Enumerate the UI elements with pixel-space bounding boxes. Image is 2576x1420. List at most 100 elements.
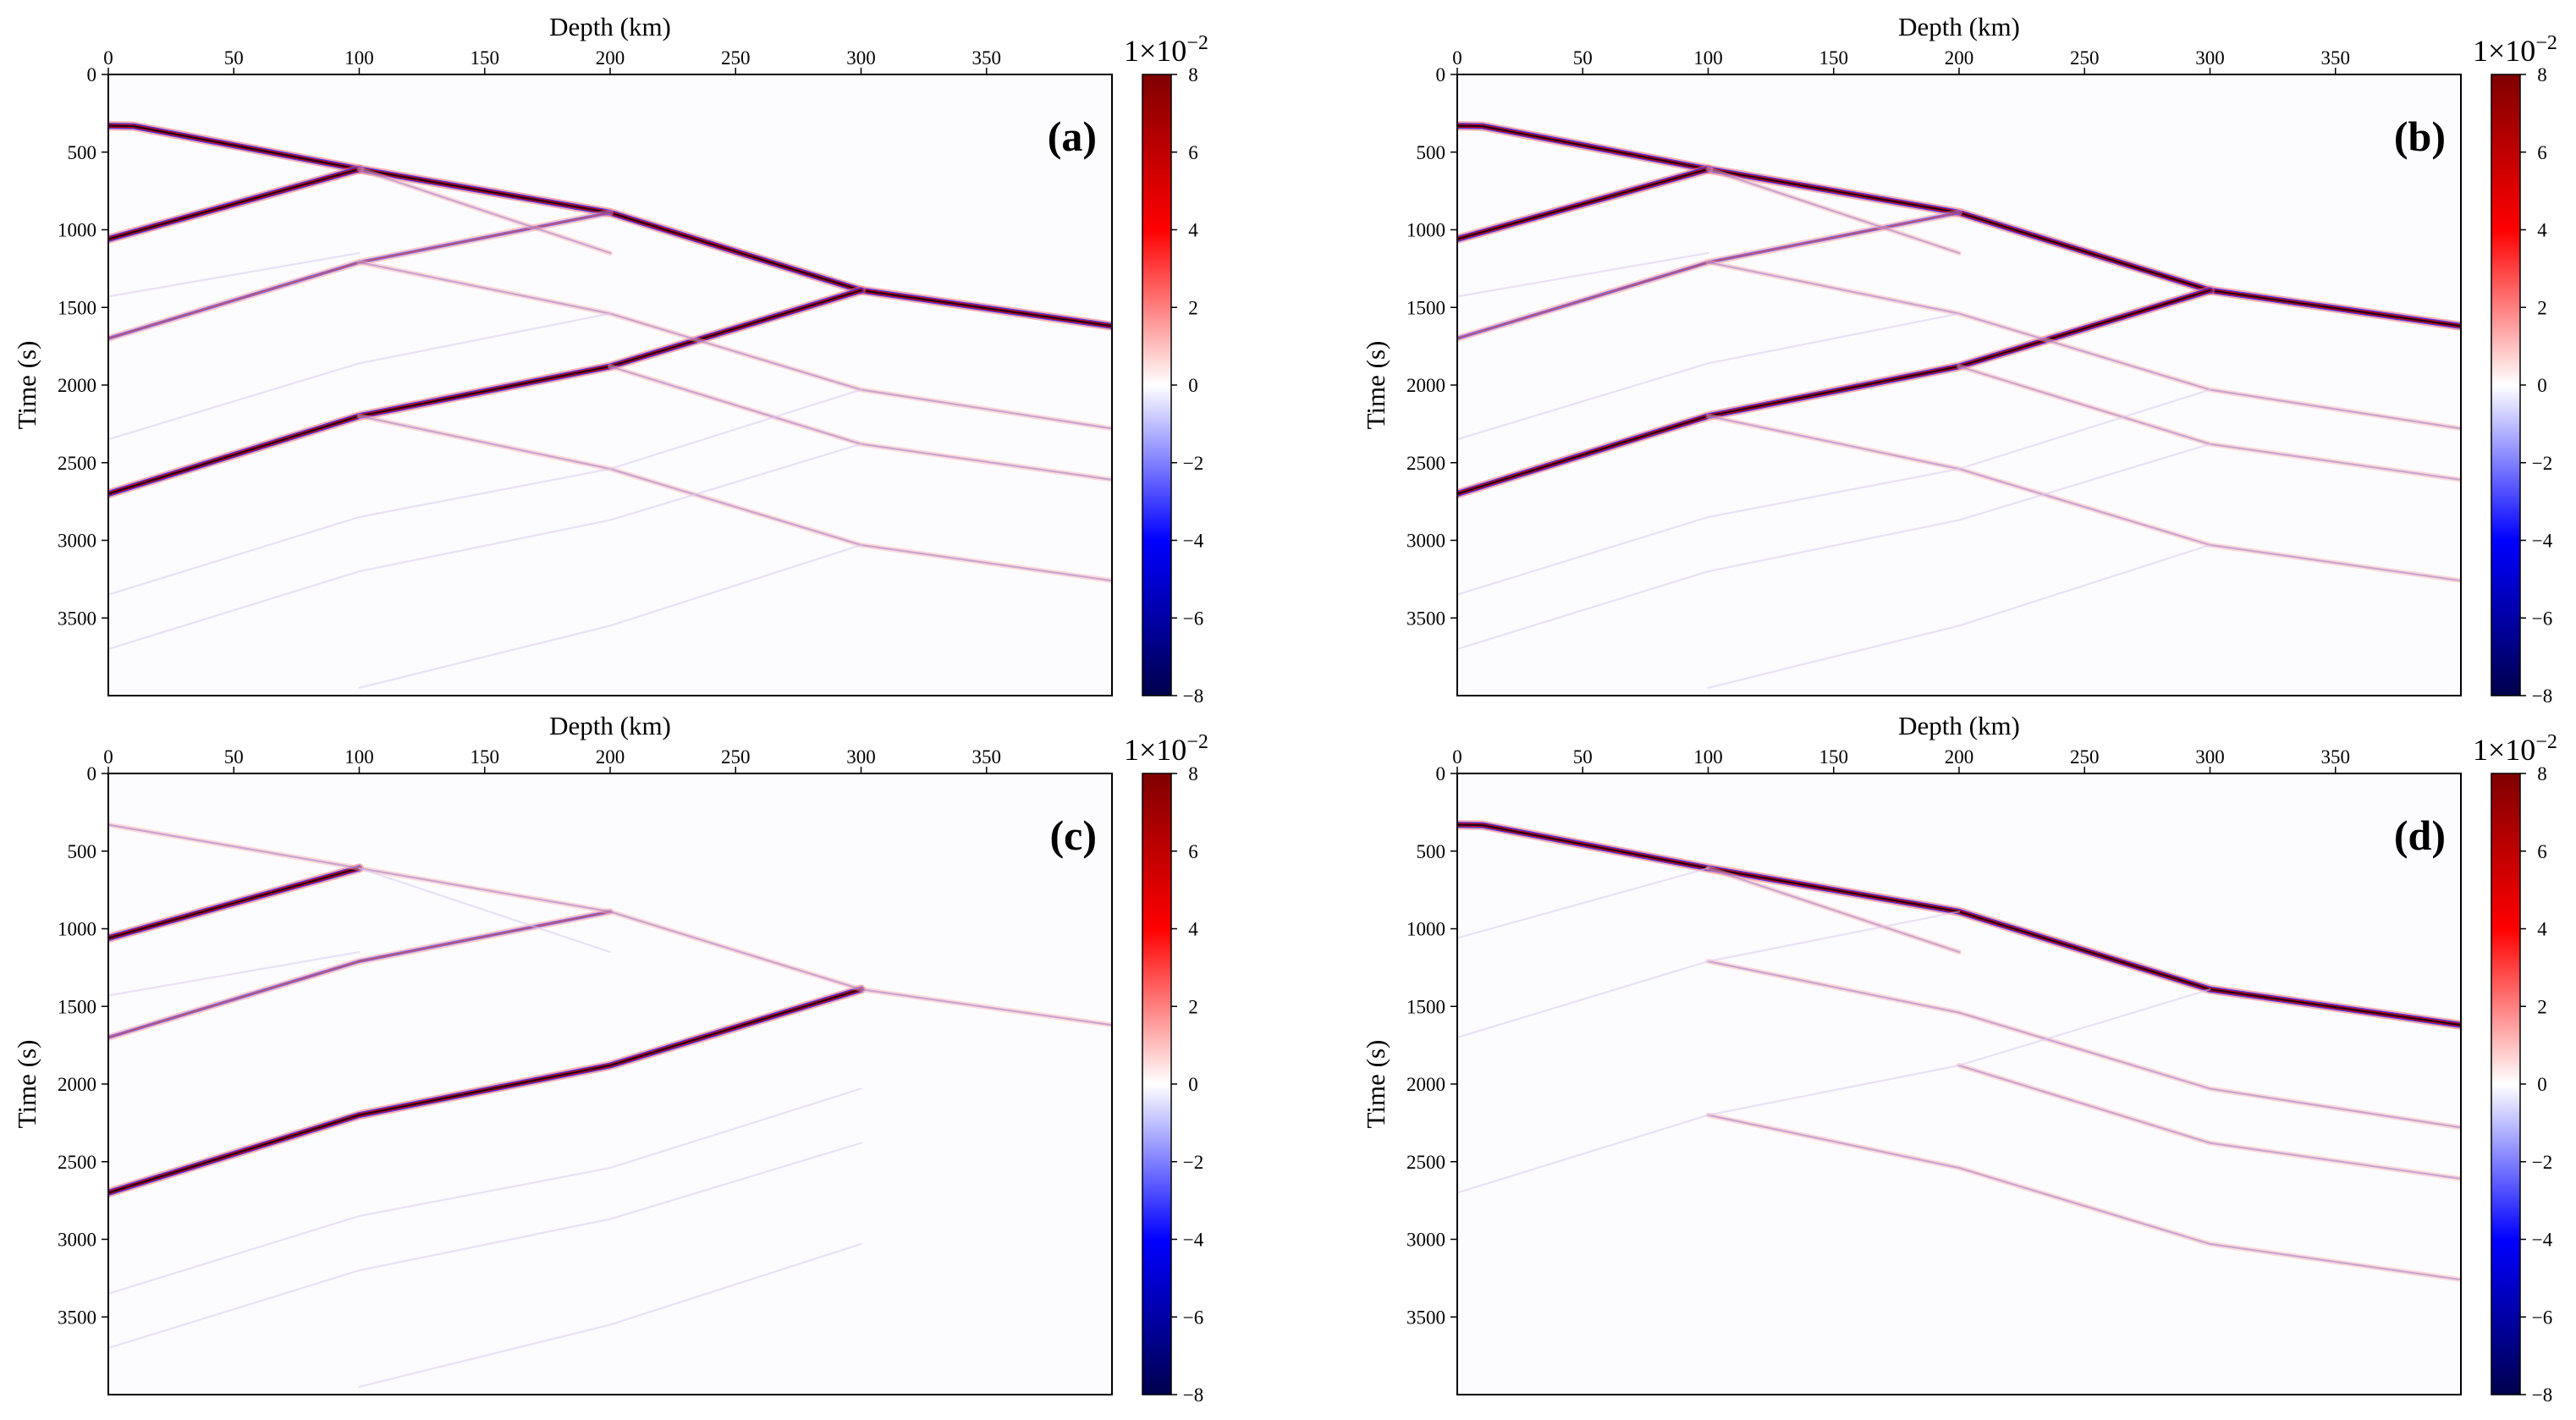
x-tick-label: 150 xyxy=(471,746,500,768)
event-7-layer-0 xyxy=(358,1242,862,1388)
y-tick-label: 1500 xyxy=(1406,297,1445,318)
panels-layer: 0 50 100 150 200 250 300 3500500100015002000250… xyxy=(12,12,2557,1406)
colorbar-tick-label: 6 xyxy=(2537,142,2547,163)
y-tick-label: 3000 xyxy=(1406,531,1445,552)
x-tick-label: 250 xyxy=(721,47,751,69)
y-tick-label: 3500 xyxy=(1406,1307,1445,1328)
y-tick-label: 500 xyxy=(1417,142,1446,163)
event-4-layer-1 xyxy=(1707,867,1961,954)
y-tick-label: 2000 xyxy=(58,1074,96,1095)
colorbar-tick-label: −4 xyxy=(2532,1230,2553,1251)
x-tick-label: 350 xyxy=(972,47,1002,69)
event-12-layer-0 xyxy=(108,251,361,298)
y-tick-label: 3500 xyxy=(1406,608,1445,629)
colorbar-tick-label: −2 xyxy=(2532,1152,2552,1173)
colorbar-exponent-power: −2 xyxy=(2535,32,2557,54)
event-0-layer-3 xyxy=(108,867,361,939)
y-tick-label: 2000 xyxy=(1406,375,1445,396)
colorbar-tick-label: −6 xyxy=(2532,608,2552,629)
event-8-layer-0 xyxy=(108,950,361,997)
x-tick-label: 100 xyxy=(344,47,374,69)
x-tick-label: 50 xyxy=(224,746,244,768)
event-2-layer-1 xyxy=(1707,1114,2461,1281)
event-5-layer-1 xyxy=(358,261,1112,430)
colorbar-tick-label: 6 xyxy=(1188,841,1198,862)
event-3-layer-1 xyxy=(1957,1064,2461,1181)
x-tick-label: 100 xyxy=(1693,47,1723,69)
y-tick-label: 2000 xyxy=(58,375,96,396)
panel-b: 0 50 100 150 200 250 300 3500500100015002000250… xyxy=(1361,12,2557,707)
colorbar-tick-label: −8 xyxy=(1183,685,1203,707)
event-0-layer-3 xyxy=(1457,124,2461,327)
x-tick-label: 250 xyxy=(2070,746,2100,768)
colorbar-tick-label: −8 xyxy=(2532,1384,2552,1406)
x-axis-label: Depth (km) xyxy=(549,12,671,41)
colorbar-exponent-base: 1×10 xyxy=(1124,34,1186,68)
colorbar-exponent: 1×10−2 xyxy=(1124,32,1208,68)
y-tick-label: 500 xyxy=(68,841,97,862)
x-tick-label: 150 xyxy=(1819,746,1849,768)
event-4-layer-0 xyxy=(358,867,612,954)
x-tick-label: 200 xyxy=(1945,746,1974,768)
colorbar-tick-label: 8 xyxy=(2537,763,2547,784)
colorbar-tick-label: 8 xyxy=(2537,64,2547,85)
colorbar-exponent: 1×10−2 xyxy=(1124,731,1208,767)
colorbar-tick-label: −2 xyxy=(1183,1152,1203,1173)
x-tick-label: 200 xyxy=(596,746,625,768)
x-tick-label: 0 xyxy=(103,746,113,768)
y-tick-label: 2500 xyxy=(1406,453,1445,474)
x-tick-label: 250 xyxy=(2070,47,2100,69)
event-9-layer-0 xyxy=(108,443,862,651)
x-tick-label: 200 xyxy=(596,47,625,69)
x-tick-label: 50 xyxy=(224,47,244,69)
colorbar-tick-label: −6 xyxy=(1183,608,1203,629)
colorbar-tick-label: 4 xyxy=(1188,220,1198,241)
event-3-layer-3 xyxy=(108,289,862,495)
colorbar-tick-label: −8 xyxy=(1183,1384,1203,1406)
panel-label: (c) xyxy=(1050,812,1098,859)
event-5-layer-0 xyxy=(1457,867,1709,939)
x-tick-label: 150 xyxy=(1819,47,1849,69)
colorbar-exponent-base: 1×10 xyxy=(2473,34,2535,68)
x-tick-label: 350 xyxy=(972,746,1002,768)
y-tick-label: 0 xyxy=(87,64,97,85)
y-tick-label: 3500 xyxy=(58,1307,96,1328)
event-6-layer-0 xyxy=(108,1142,862,1350)
y-tick-label: 0 xyxy=(1436,763,1446,784)
event-6-layer-0 xyxy=(1457,911,1961,1039)
x-tick-label: 250 xyxy=(721,746,751,768)
colorbar-tick-label: −4 xyxy=(1183,1230,1204,1251)
event-10-layer-0 xyxy=(1707,543,2211,689)
colorbar-tick-label: 0 xyxy=(2537,1074,2547,1095)
y-tick-label: 3000 xyxy=(58,1230,96,1251)
x-axis-label: Depth (km) xyxy=(1898,711,2020,740)
panel-c: 0 50 100 150 200 250 300 3500500100015002000250… xyxy=(12,711,1208,1406)
y-axis-label: Time (s) xyxy=(1361,341,1390,430)
x-axis-label: Depth (km) xyxy=(1898,12,2020,41)
colorbar-tick-label: −6 xyxy=(2532,1307,2552,1328)
colorbar-tick-label: 2 xyxy=(2537,996,2547,1017)
x-tick-label: 100 xyxy=(344,746,374,768)
x-tick-label: 0 xyxy=(1452,746,1462,768)
x-tick-label: 350 xyxy=(2321,746,2351,768)
colorbar-tick-label: 2 xyxy=(2537,297,2547,318)
plot-background xyxy=(108,773,1112,1395)
event-12-layer-0 xyxy=(1457,251,1709,298)
x-tick-label: 300 xyxy=(846,47,876,69)
colorbar-tick-label: −4 xyxy=(2532,531,2553,552)
y-tick-label: 1500 xyxy=(58,996,96,1017)
panel-label: (b) xyxy=(2394,113,2446,160)
x-axis-label: Depth (km) xyxy=(549,711,671,740)
event-2-layer-3 xyxy=(108,988,862,1194)
x-tick-label: 300 xyxy=(2195,47,2225,69)
event-8-layer-0 xyxy=(108,388,862,596)
colorbar-exponent: 1×10−2 xyxy=(2473,32,2557,68)
y-tick-label: 1000 xyxy=(1406,220,1445,241)
event-6-layer-1 xyxy=(1707,415,2461,582)
colorbar-tick-label: 0 xyxy=(2537,375,2547,396)
colorbar-tick-label: −6 xyxy=(1183,1307,1203,1328)
x-tick-label: 300 xyxy=(2195,746,2225,768)
colorbar-tick-label: −8 xyxy=(2532,685,2552,707)
